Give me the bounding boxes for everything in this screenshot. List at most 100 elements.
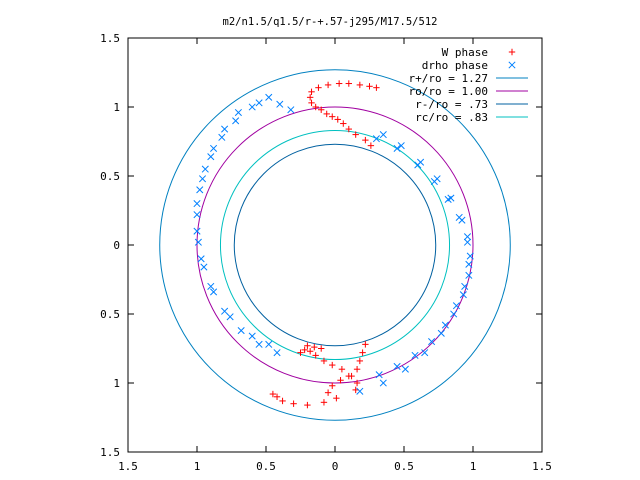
point-1-59 [375, 371, 383, 379]
cross-b [379, 131, 387, 139]
cross-b [397, 142, 405, 150]
cross-b [417, 158, 425, 166]
point-1-51 [463, 238, 472, 246]
point-1-7 [466, 252, 474, 260]
point-1-58 [393, 362, 401, 370]
point-1-55 [441, 321, 449, 329]
point-0-3 [345, 125, 352, 133]
point-1-41 [210, 288, 218, 296]
data-series [193, 80, 474, 409]
y-tick-label: 0 [113, 239, 120, 252]
point-0-7 [323, 110, 330, 118]
reference-circles [159, 69, 511, 421]
point-1-47 [417, 158, 425, 166]
point-0-2 [352, 131, 359, 138]
circle-3 [219, 129, 451, 361]
point-1-6 [463, 233, 472, 241]
cross-b [466, 252, 474, 260]
cross-b [393, 144, 401, 152]
point-0-29 [320, 399, 328, 406]
circle-0 [159, 69, 511, 421]
cross-b [201, 165, 209, 173]
point-0-37 [348, 372, 355, 380]
legend-entry-5: rc/ro = .83 [415, 111, 528, 124]
cross-b [265, 93, 273, 101]
point-1-32 [255, 99, 263, 107]
cross-b [248, 332, 256, 340]
point-0-47 [318, 345, 325, 352]
point-1-26 [221, 307, 229, 315]
cross-b [411, 351, 419, 359]
cross-b [221, 125, 229, 133]
point-1-11 [437, 329, 445, 337]
point-0-23 [353, 366, 361, 373]
cross-b [196, 186, 204, 194]
point-0-36 [353, 379, 361, 387]
cross-b [193, 227, 201, 235]
cross-b [287, 106, 295, 114]
point-1-43 [248, 332, 256, 340]
legend-entry-3: ro/ro = 1.00 [409, 85, 528, 98]
point-1-31 [276, 100, 284, 108]
cross-b [401, 365, 409, 373]
legend-entry-0: W phase [442, 46, 516, 59]
point-1-15 [356, 387, 364, 395]
y-tick-label: 0.5 [100, 308, 120, 321]
cross-b [226, 313, 234, 321]
point-0-39 [329, 361, 336, 369]
circle-1 [196, 106, 474, 384]
point-0-5 [334, 116, 341, 123]
point-0-22 [356, 357, 364, 365]
point-0-14 [324, 81, 332, 89]
point-1-56 [428, 338, 436, 346]
point-1-37 [196, 186, 204, 194]
cross-b [197, 255, 205, 263]
cross-b [450, 310, 458, 318]
point-1-52 [465, 260, 473, 268]
legend-label: ro/ro = 1.00 [409, 85, 488, 98]
point-0-10 [308, 99, 315, 107]
cross-b [207, 153, 215, 161]
cross-b [221, 307, 229, 315]
x-tick-label: 0.5 [394, 460, 414, 473]
series-0 [269, 80, 380, 409]
point-0-8 [318, 106, 325, 113]
cross-b [437, 329, 445, 337]
point-0-1 [362, 136, 369, 144]
point-0-13 [315, 84, 322, 91]
cross-b [447, 194, 455, 202]
point-0-9 [312, 103, 319, 111]
point-0-41 [312, 352, 319, 359]
cross-b [452, 302, 460, 310]
point-1-1 [393, 144, 401, 152]
point-1-21 [198, 175, 207, 183]
point-1-50 [458, 216, 466, 224]
point-0-0 [367, 142, 375, 149]
cross-b [193, 211, 201, 219]
point-1-23 [193, 227, 201, 235]
point-1-22 [193, 200, 201, 208]
cross-b [237, 327, 245, 335]
point-1-42 [226, 313, 234, 321]
legend-entry-2: r+/ro = 1.27 [409, 72, 528, 85]
cross-b [248, 103, 256, 111]
point-1-48 [433, 175, 441, 183]
cross-b [356, 387, 364, 395]
legend-label: W phase [442, 46, 488, 59]
point-1-39 [194, 238, 202, 246]
legend-label: r+/ro = 1.27 [409, 72, 488, 85]
point-1-35 [210, 144, 218, 152]
point-1-25 [207, 282, 215, 290]
point-0-16 [345, 80, 352, 87]
point-0-45 [304, 342, 311, 349]
cross-b [433, 175, 441, 183]
point-1-0 [372, 135, 380, 143]
legend-label: drho phase [422, 59, 488, 72]
x-tick-label: 1 [470, 460, 477, 473]
cross-b [210, 144, 218, 152]
point-0-21 [359, 349, 366, 356]
cross-b [198, 175, 207, 183]
point-1-53 [461, 282, 469, 290]
y-tick-label: 1 [113, 377, 120, 390]
